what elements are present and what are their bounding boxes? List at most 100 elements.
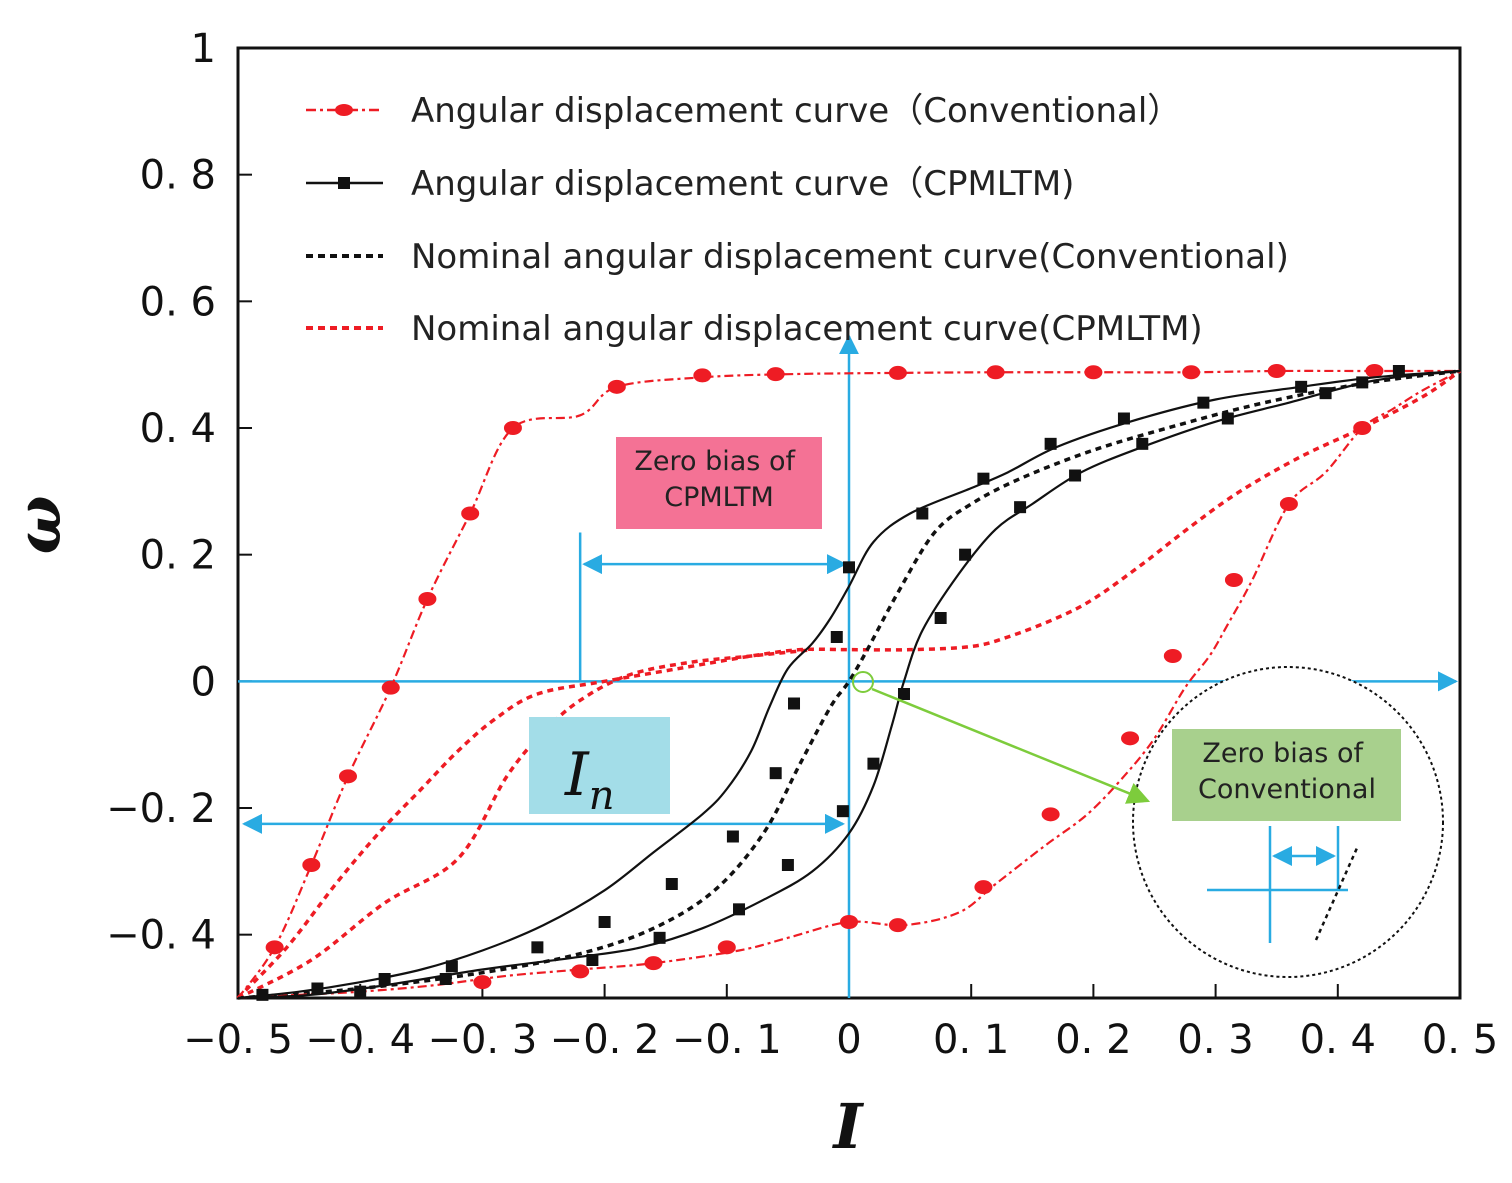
nominal-conventional-curve [237, 369, 1461, 1000]
cpmltm-marker [256, 988, 269, 1001]
cpmltm-marker [977, 472, 990, 485]
cpmltm-marker [897, 688, 910, 700]
legend-label-nominal-conventional: Nominal angular displacement curve(Conve… [411, 237, 1289, 277]
y-tick-label: 0. 6 [140, 279, 216, 325]
cpmltm-marker [769, 767, 782, 780]
cpmltm-marker [1069, 469, 1082, 482]
cpmltm-marker [445, 960, 458, 973]
conventional-marker [974, 880, 993, 895]
in-label-main: I [564, 740, 590, 810]
cpmltm-curve-lower [237, 369, 1461, 1000]
cpmltm-marker [1136, 437, 1149, 450]
x-tick-label: 0. 4 [1300, 1017, 1376, 1063]
cpmltm-marker [1117, 412, 1130, 425]
conventional-marker [1121, 731, 1140, 746]
cpmltm-marker [934, 612, 947, 624]
conventional-marker [840, 915, 858, 929]
conventional-marker [418, 592, 437, 606]
y-tick-label: 0. 2 [140, 533, 216, 579]
cpmltm-bias-label-line2: CPMLTM [664, 482, 774, 513]
conventional-marker [1163, 649, 1182, 663]
conventional-marker [607, 379, 626, 394]
cpmltm-marker [1356, 376, 1369, 389]
cpmltm-marker [311, 982, 324, 995]
conventional-marker [1182, 365, 1201, 380]
cpmltm-curve-upper [237, 369, 1461, 1000]
conventional-marker [888, 365, 907, 380]
x-tick-label: −0. 4 [305, 1017, 415, 1063]
annotation-layer: Zero bias of CPMLTM In Zero bias of Conv… [529, 437, 1444, 978]
cpmltm-bias-label-line1: Zero bias of [634, 446, 796, 477]
in-label: In [564, 740, 614, 819]
conventional-marker [1224, 573, 1243, 587]
conventional-marker [302, 858, 321, 872]
x-tick-label: 0 [836, 1017, 861, 1063]
cpmltm-marker [665, 878, 678, 890]
conventional-bias-box [1172, 729, 1401, 821]
in-label-subscript: n [589, 773, 615, 819]
cpmltm-marker [830, 631, 843, 643]
cpmltm-marker [726, 830, 739, 843]
conventional-marker [1353, 421, 1372, 435]
cpmltm-marker [836, 805, 849, 818]
conventional-marker [693, 368, 712, 383]
cpmltm-marker [586, 954, 599, 966]
axis-tick-labels: −0. 5 −0. 4 −0. 3 −0. 2 −0. 1 0 0. 1 0. 2 0. 3 0.… [106, 26, 1498, 1063]
cpmltm-marker [439, 973, 452, 985]
conventional-marker [265, 940, 284, 955]
zoom-inset-circle [1132, 666, 1444, 978]
cpmltm-marker [867, 757, 880, 770]
cpmltm-marker [653, 931, 666, 944]
conventional-marker [1084, 365, 1103, 380]
y-tick-label: 0. 4 [140, 406, 216, 452]
cpmltm-bias-label: Zero bias of CPMLTM [634, 446, 803, 513]
conventional-marker [1365, 364, 1384, 378]
x-tick-label: −0. 3 [427, 1017, 537, 1063]
conventional-marker [503, 421, 522, 435]
legend-label-cpmltm: Angular displacement curve（CPMLTM) [411, 164, 1074, 204]
cpmltm-bias-box [616, 437, 822, 529]
cpmltm-marker [733, 903, 746, 916]
conventional-marker [644, 956, 663, 971]
cpmltm-marker [1221, 412, 1234, 425]
x-tick-label: 0. 3 [1177, 1017, 1253, 1063]
conventional-bias-label-line2: Conventional [1198, 774, 1376, 805]
cpmltm-marker [1392, 365, 1405, 377]
cpmltm-marker [916, 507, 929, 520]
cpmltm-marker [843, 561, 855, 574]
legend-marker-cpmltm [338, 177, 350, 189]
x-axis-title: I [831, 1090, 864, 1163]
conventional-marker [1041, 807, 1060, 822]
legend-entry-nominal-conventional: Nominal angular displacement curve(Conve… [306, 237, 1289, 277]
conventional-marker [461, 506, 480, 521]
cpmltm-marker [531, 941, 544, 954]
origin-zoom-marker [852, 671, 874, 693]
conventional-curve-lower [237, 370, 1461, 1000]
x-tick-label: 0. 2 [1055, 1017, 1131, 1063]
y-tick-label: 0. 8 [140, 153, 216, 199]
legend-marker-conventional [335, 104, 353, 116]
conventional-marker [1267, 364, 1286, 378]
cpmltm-marker [598, 916, 611, 928]
x-tick-label: 0. 1 [933, 1017, 1009, 1063]
legend-label-nominal-cpmltm: Nominal angular displacement curve(CPMLT… [411, 309, 1203, 349]
legend: Angular displacement curve（Conventional）… [306, 91, 1289, 349]
x-tick-label: −0. 1 [672, 1017, 782, 1063]
legend-entry-nominal-cpmltm: Nominal angular displacement curve(CPMLT… [306, 309, 1203, 349]
conventional-marker [766, 367, 785, 382]
cpmltm-marker [781, 859, 794, 871]
x-tick-label: 0. 5 [1422, 1017, 1498, 1063]
conventional-marker [571, 964, 590, 979]
y-axis-title: ω [2, 495, 75, 554]
cpmltm-marker [354, 985, 367, 998]
conventional-marker [888, 918, 907, 933]
y-tick-label: 1 [191, 26, 216, 72]
y-tick-label: −0. 4 [106, 913, 216, 959]
y-tick-label: −0. 2 [106, 786, 216, 832]
cpmltm-marker [1319, 387, 1332, 400]
zoom-pointer-arrow [871, 687, 1151, 804]
axis-ticks [237, 47, 1461, 998]
cpmltm-marker [1197, 396, 1210, 409]
series-layer [236, 364, 1462, 1001]
